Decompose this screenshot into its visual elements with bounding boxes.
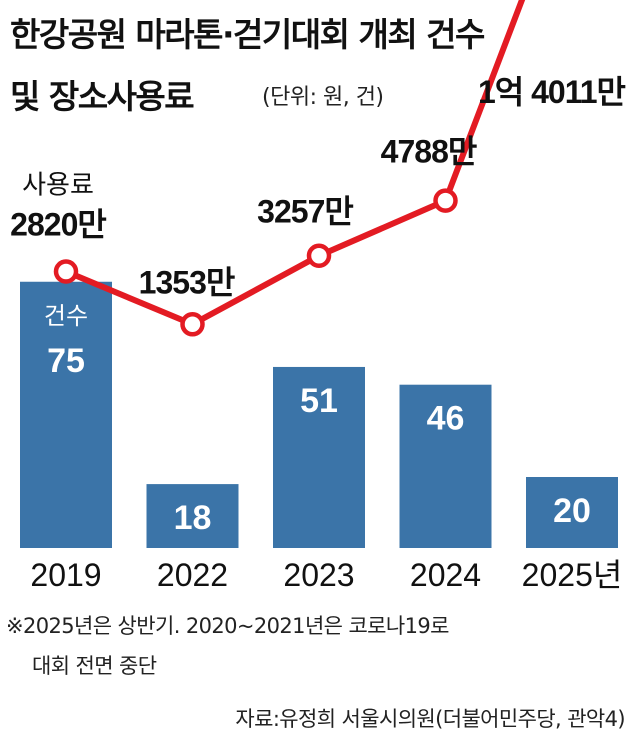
bar-2024 bbox=[399, 384, 492, 548]
footnote-line-1: ※2025년은 상반기. 2020~2021년은 코로나19로 bbox=[6, 614, 449, 638]
labels-layer: 75 건수 2019 18 2022 51 2023 46 2024 20 2025년 2820만 13… bbox=[10, 74, 626, 593]
x-axis-label: 2025년 bbox=[522, 557, 623, 593]
line-value-label: 1353만 bbox=[139, 264, 235, 300]
bar-2022 bbox=[146, 484, 239, 548]
x-axis-label: 2019 bbox=[30, 557, 101, 593]
bar-value-label: 75 bbox=[47, 342, 85, 380]
combo-chart: 75 건수 2019 18 2022 51 2023 46 2024 20 2025년 2820만 13… bbox=[10, 0, 627, 593]
x-axis-label: 2024 bbox=[410, 557, 481, 593]
line-value-label: 1억 4011만 bbox=[478, 74, 626, 110]
unit-note: (단위: 원, 건) bbox=[262, 85, 384, 110]
x-axis-label: 2022 bbox=[157, 557, 228, 593]
line-value-label: 2820만 bbox=[10, 206, 106, 242]
chart-title-line-1: 한강공원 마라톤·걷기대회 개최 건수 bbox=[10, 15, 485, 54]
source-note: 자료:유정희 서울시의원(더불어민주당, 관악4) bbox=[235, 707, 625, 731]
line-point-2023 bbox=[306, 243, 332, 268]
bar-2019 bbox=[20, 281, 112, 548]
line-point-2022 bbox=[180, 312, 205, 337]
line-value-label: 3257만 bbox=[257, 194, 353, 230]
line-layer bbox=[53, 0, 526, 337]
x-axis-label: 2023 bbox=[283, 557, 354, 593]
chart-title-line-2: 및 장소사용료 bbox=[10, 77, 195, 116]
line-point-2024 bbox=[433, 188, 458, 213]
bar-2023 bbox=[273, 366, 365, 548]
bar-value-label: 18 bbox=[174, 499, 212, 537]
bar-series-label: 건수 bbox=[44, 302, 88, 330]
bar-value-label: 51 bbox=[300, 382, 338, 420]
line-point-2019 bbox=[53, 259, 79, 284]
bar-value-label: 46 bbox=[427, 400, 465, 438]
footnote-line-2: 대회 전면 중단 bbox=[32, 654, 157, 678]
bar-2025년 bbox=[526, 477, 618, 548]
line-series-label: 사용료 bbox=[22, 170, 94, 200]
bar-value-label: 20 bbox=[553, 492, 591, 530]
bars-layer bbox=[20, 281, 618, 548]
line-value-label: 4788만 bbox=[381, 134, 477, 170]
